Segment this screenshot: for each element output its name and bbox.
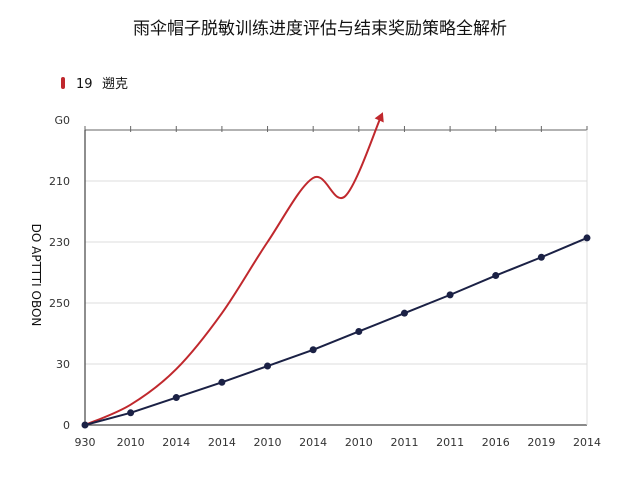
y-tick-label: 250: [49, 297, 70, 310]
data-point: [127, 409, 135, 417]
data-point: [400, 309, 408, 317]
y-tick-label: 230: [49, 236, 70, 249]
x-tick-label: 2014: [299, 436, 327, 449]
grid: [85, 180, 587, 365]
series-dark-line: [84, 237, 588, 426]
x-tick-label: 2010: [117, 436, 145, 449]
data-point: [309, 346, 317, 354]
y-tick-label: 30: [56, 358, 70, 371]
x-tick-label: 2019: [527, 436, 555, 449]
x-tick-label: 2010: [345, 436, 373, 449]
legend: 19 遡克: [61, 77, 128, 92]
data-point: [492, 272, 500, 280]
x-tick-label: 2014: [162, 436, 190, 449]
legend-marker-label: 19: [76, 77, 93, 92]
x-tick-label: 2011: [436, 436, 464, 449]
x-tick-label: 2010: [254, 436, 282, 449]
y-axis-label: DO APTTTI OBON: [29, 224, 43, 327]
x-tick-label: 2014: [208, 436, 236, 449]
series-red-arrowhead: [374, 112, 384, 123]
axes: [84, 126, 588, 426]
data-point: [583, 234, 591, 242]
chart-title: 雨伞帽子脱敏训练进度评估与结束奖励策略全解析: [133, 19, 507, 39]
y-tick-label: 210: [49, 175, 70, 188]
legend-label: 遡克: [102, 77, 128, 92]
data-point: [446, 291, 454, 299]
x-tick-label: 2014: [573, 436, 601, 449]
legend-marker: [61, 77, 65, 89]
x-tick-label: 2011: [390, 436, 418, 449]
y-tick-labels: 0 30 250 230 210 G0: [49, 114, 70, 432]
series: [81, 112, 591, 429]
data-point: [537, 253, 545, 261]
data-point: [264, 362, 272, 370]
data-point: [81, 421, 89, 429]
y-tick-label: G0: [54, 114, 70, 127]
x-tick-label: 2016: [482, 436, 510, 449]
data-point: [355, 327, 363, 335]
x-tick-label: 930: [75, 436, 96, 449]
series-red-line: [84, 114, 383, 426]
y-tick-label: 0: [63, 419, 70, 432]
data-point: [172, 394, 180, 402]
data-point: [218, 378, 226, 386]
x-tick-labels: 930 2010 2014 2014 2010 2014 2010 2011 2011 2016 2…: [75, 436, 602, 449]
